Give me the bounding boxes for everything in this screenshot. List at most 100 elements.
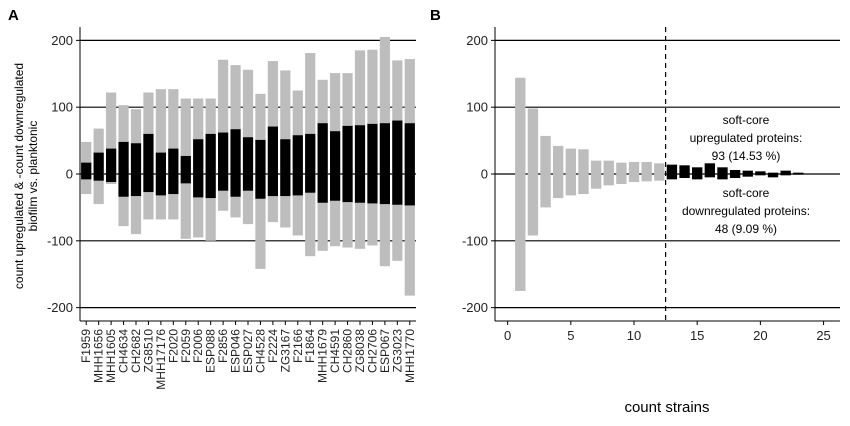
strain-count-bar <box>666 164 678 180</box>
strain-count-bar <box>780 170 791 176</box>
panel-a-bars <box>81 37 415 296</box>
annotation-down-line1: soft-core <box>723 186 770 200</box>
y-tick-label: -100 <box>462 233 488 248</box>
bar-core <box>93 152 104 181</box>
y-tick-label: 100 <box>51 100 73 115</box>
x-tick-label: 15 <box>690 328 704 343</box>
bar-core <box>280 139 291 197</box>
annotation-down-line2: downregulated proteins: <box>682 204 810 218</box>
strain-count-bar <box>742 170 753 177</box>
x-tick-label: 20 <box>753 328 767 343</box>
strain-count-bar <box>616 162 627 185</box>
bar-core <box>168 148 179 195</box>
category-label: ESP088 <box>204 329 218 373</box>
category-label: MHH17176 <box>154 329 168 390</box>
y-tick-label: 200 <box>466 33 488 48</box>
panel-b-annotation-upregulated: soft-core upregulated proteins: 93 (14.5… <box>690 113 803 163</box>
strain-count-bar <box>590 160 602 189</box>
strain-count-bar <box>578 149 589 195</box>
category-label: CH4634 <box>117 329 131 373</box>
category-label: F2020 <box>166 329 180 363</box>
y-tick-label: 100 <box>466 100 488 115</box>
category-label: ZG8038 <box>353 329 367 373</box>
panel-b-x-tick-labels: 0 5 10 15 20 25 <box>504 321 831 343</box>
strain-count-bar <box>603 160 614 186</box>
bar-core <box>367 123 378 204</box>
y-tick-label: -200 <box>462 300 488 315</box>
strain-count-bar <box>527 108 539 236</box>
category-label: CH4591 <box>328 329 342 373</box>
bar-core <box>130 143 142 197</box>
x-tick-label: 0 <box>504 328 511 343</box>
panel-a-category-labels: F1959MHH1656MHH1605CH4634CH2682ZG8510MHH… <box>79 321 417 390</box>
bar-core <box>330 131 341 201</box>
strain-count-bar <box>540 135 551 208</box>
bar-core <box>305 133 316 193</box>
category-label: MHH1656 <box>92 329 106 383</box>
bar-core <box>354 125 366 203</box>
panel-a-y-axis-label-line2: biofilm vs. planktonic <box>26 121 40 232</box>
panel-a-y-axis-label-line1: count upregulated & -count downregulated <box>12 63 26 289</box>
strain-count-bar <box>628 161 640 183</box>
category-label: F2166 <box>291 329 305 363</box>
strain-count-bar <box>565 148 577 196</box>
strain-count-bar <box>755 171 766 176</box>
category-label: ESP067 <box>378 329 392 373</box>
bar-core <box>106 148 117 183</box>
category-label: CH2682 <box>129 329 143 373</box>
category-label: CH4528 <box>253 329 267 373</box>
category-label: F2006 <box>191 329 205 363</box>
panel-b-bars <box>515 77 804 291</box>
strain-count-bar <box>679 165 690 179</box>
x-tick-label: 25 <box>816 328 830 343</box>
category-label: F2224 <box>266 329 280 363</box>
category-label: F2856 <box>216 329 230 363</box>
y-tick-label: 200 <box>51 33 73 48</box>
bar-core <box>392 120 403 205</box>
bar-core <box>342 125 353 203</box>
category-label: ESP027 <box>241 329 255 373</box>
bar-core <box>180 155 191 184</box>
strain-count-bar <box>704 163 716 178</box>
category-label: ZG3023 <box>390 329 404 373</box>
category-label: CH2706 <box>365 329 379 373</box>
strain-count-bar <box>654 163 665 181</box>
category-label: CH2860 <box>341 329 355 373</box>
category-label: MHH1770 <box>403 329 417 383</box>
category-label: MHH1679 <box>316 329 330 383</box>
bar-core <box>143 133 154 193</box>
bar-core <box>81 162 92 180</box>
category-label: MHH1605 <box>104 329 118 383</box>
bar-core <box>242 137 254 191</box>
bar-core <box>155 152 166 196</box>
y-tick-label: -200 <box>47 300 73 315</box>
annotation-up-line3: 93 (14.53 %) <box>712 149 781 163</box>
bar-core <box>404 123 415 206</box>
panel-b-letter: B <box>430 7 441 24</box>
bar-core <box>218 132 229 191</box>
bar-core <box>267 126 278 197</box>
bar-core <box>292 135 303 196</box>
x-tick-label: 5 <box>567 328 574 343</box>
category-label: ZG3167 <box>278 329 292 373</box>
bar-core <box>255 139 266 199</box>
y-tick-label: 0 <box>66 167 73 182</box>
y-tick-label: -100 <box>47 233 73 248</box>
category-label: F2059 <box>179 329 193 363</box>
bar-core <box>205 133 216 199</box>
bar-core <box>317 123 328 203</box>
category-label: ZG8510 <box>141 329 155 373</box>
strain-count-bar <box>692 167 703 180</box>
panel-a-y-tick-labels: -200 -100 0 100 200 <box>47 33 80 315</box>
panel-b-y-tick-labels: -200 -100 0 100 200 <box>462 33 495 315</box>
annotation-up-line1: soft-core <box>723 113 770 127</box>
x-tick-label: 10 <box>627 328 641 343</box>
category-label: F1864 <box>303 329 317 363</box>
strain-count-bar <box>793 172 804 175</box>
panel-b-annotation-downregulated: soft-core downregulated proteins: 48 (9.… <box>682 186 810 236</box>
category-label: F1959 <box>79 329 93 363</box>
panel-b-gridlines <box>495 39 840 309</box>
y-tick-label: 0 <box>481 167 488 182</box>
